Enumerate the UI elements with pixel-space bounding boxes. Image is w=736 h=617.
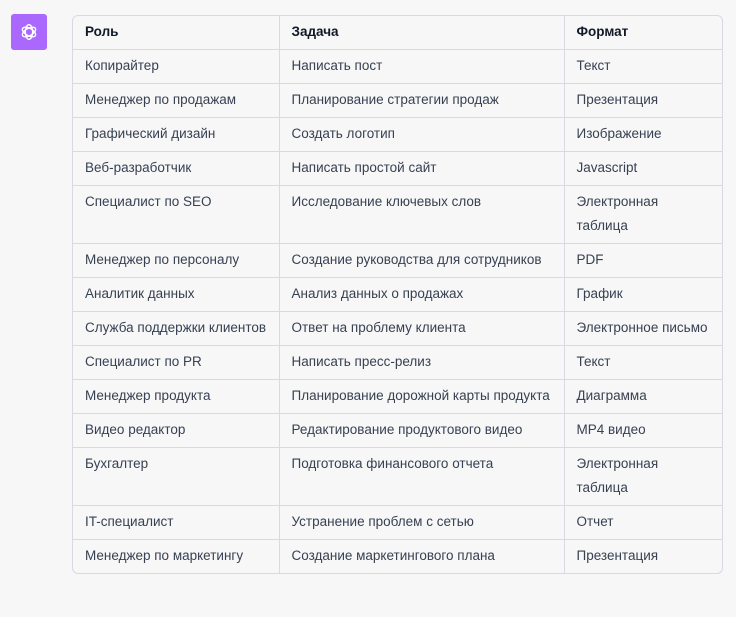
table-row: Веб-разработчик Написать простой сайт Java…	[73, 151, 722, 186]
cell-format: Электронная таблица	[564, 185, 722, 244]
cell-format: Отчет	[564, 505, 722, 540]
cell-role: Видео редактор	[73, 413, 280, 448]
table-row: Копирайтер Написать пост Текст	[73, 49, 722, 84]
assistant-avatar	[11, 14, 47, 50]
table-row: Менеджер продукта Планирование дорожной к…	[73, 379, 722, 414]
cell-task: Анализ данных о продажах	[279, 277, 565, 312]
cell-role: Менеджер по продажам	[73, 83, 280, 118]
cell-format: Диаграмма	[564, 379, 722, 414]
cell-format: Презентация	[576, 548, 659, 563]
cell-role: Графический дизайн	[73, 117, 280, 152]
table-header-row: Роль Задача Формат	[73, 16, 722, 50]
cell-format: Текст	[564, 345, 722, 380]
cell-role: Менеджер по персоналу	[73, 243, 280, 278]
table-row: Менеджер по персоналу Создание руководств…	[73, 243, 722, 278]
table-row: Менеджер по маркетингу Создание маркетинг…	[73, 539, 722, 573]
table-row: Бухгалтер Подготовка финансового отчета Эл…	[73, 447, 722, 506]
cell-role: Менеджер по маркетингу	[73, 539, 280, 573]
table-row: IT-специалист Устранение проблем с сетью О…	[73, 505, 722, 540]
cell-role: Специалист по PR	[73, 345, 280, 380]
cell-format: График	[564, 277, 722, 312]
cell-format: Изображение	[564, 117, 722, 152]
cell-format: Презентация	[564, 83, 722, 118]
cell-task: Создание маркетингового плана	[279, 539, 565, 573]
cell-role: IT-специалист	[73, 505, 280, 540]
table-row: Менеджер по продажам Планирование стратег…	[73, 83, 722, 118]
cell-role: Копирайтер	[73, 49, 280, 84]
table-row: Видео редактор Редактирование продуктовог…	[73, 413, 722, 448]
cell-task: Создать логотип	[279, 117, 565, 152]
cell-task: Исследование ключевых слов	[279, 185, 565, 244]
cell-format: MP4 видео	[564, 413, 722, 448]
header-format: Формат	[564, 16, 722, 50]
roles-table: Роль Задача Формат Копирайтер Написать по…	[72, 15, 723, 574]
cell-role: Бухгалтер	[73, 447, 280, 506]
cell-role: Служба поддержки клиентов	[73, 311, 280, 346]
cell-format: Текст	[564, 49, 722, 84]
cell-format: Javascript	[564, 151, 722, 186]
header-task: Задача	[279, 16, 565, 50]
cell-task: Написать простой сайт	[279, 151, 565, 186]
cell-role: Аналитик данных	[73, 277, 280, 312]
cell-task: Написать пресс-релиз	[279, 345, 565, 380]
cell-role: Веб-разработчик	[73, 151, 280, 186]
cell-task: Устранение проблем с сетью	[279, 505, 565, 540]
cell-task: Редактирование продуктового видео	[279, 413, 565, 448]
table-row: Специалист по SEO Исследование ключевых с…	[73, 185, 722, 244]
table-row: Графический дизайн Создать логотип Изображ…	[73, 117, 722, 152]
header-role: Роль	[73, 16, 280, 50]
cell-task: Создание руководства для сотрудников	[279, 243, 565, 278]
cell-task: Ответ на проблему клиента	[279, 311, 565, 346]
cell-role: Менеджер продукта	[73, 379, 280, 414]
cell-task: Планирование стратегии продаж	[279, 83, 565, 118]
table-row: Служба поддержки клиентов Ответ на пробле…	[73, 311, 722, 346]
openai-logo-icon	[21, 23, 37, 41]
table-row: Специалист по PR Написать пресс-релиз Текс…	[73, 345, 722, 380]
cell-task: Планирование дорожной карты продукта	[279, 379, 565, 414]
table-row: Аналитик данных Анализ данных о продажах Г…	[73, 277, 722, 312]
cell-task: Подготовка финансового отчета	[279, 447, 565, 506]
cell-format: Электронная таблица	[564, 447, 722, 506]
cell-task: Написать пост	[279, 49, 565, 84]
cell-format: PDF	[564, 243, 722, 278]
cell-format: Электронное письмо	[564, 311, 722, 346]
cell-role: Специалист по SEO	[73, 185, 280, 244]
